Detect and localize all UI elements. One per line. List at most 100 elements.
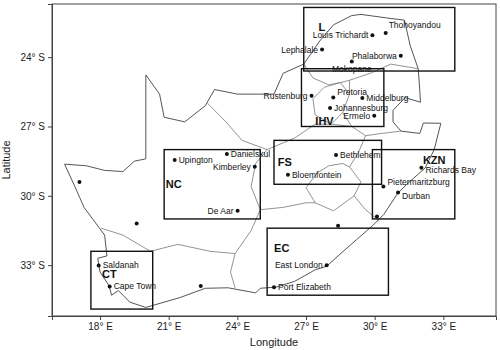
city-label: Cape Town	[114, 281, 157, 291]
tick-mark	[48, 57, 52, 58]
tick-label: 33° E	[432, 321, 457, 332]
city-point	[399, 54, 403, 58]
city-point	[372, 114, 376, 118]
city-point	[320, 48, 324, 52]
city-point	[108, 284, 112, 288]
tick-label: 33° S	[20, 260, 45, 271]
city-label: Danielskul	[231, 149, 270, 159]
city-label: Richards Bay	[425, 165, 476, 175]
city-label: Port Elizabeth	[278, 282, 331, 292]
tick-mark	[237, 316, 238, 320]
city-point	[381, 185, 385, 189]
tick-label: 18° E	[88, 321, 113, 332]
city-label: East London	[275, 260, 323, 270]
region-label: KZN	[423, 154, 446, 166]
axis-line	[53, 317, 497, 321]
axis-tick: 33° S	[20, 260, 52, 271]
tick-mark	[100, 316, 101, 320]
station-point	[375, 215, 379, 219]
city-label: Phalaborwa	[352, 51, 397, 61]
tick-mark	[169, 316, 170, 320]
city-point	[360, 96, 364, 100]
tick-mark	[48, 126, 52, 127]
tick-label: 24° E	[226, 321, 251, 332]
city-label: Upington	[179, 155, 213, 165]
region-label: IHV	[315, 115, 334, 127]
region-label: EC	[274, 242, 289, 254]
axis-tick: 33° E	[432, 316, 457, 332]
axis-tick: 21° E	[157, 316, 182, 332]
axis-tick: 24° S	[20, 52, 52, 63]
region-label: FS	[278, 156, 292, 168]
region-box	[267, 228, 388, 295]
city-label: Mokopane	[332, 64, 372, 74]
city-label: Middelburg	[366, 93, 408, 103]
city-point	[236, 209, 240, 213]
tick-mark	[48, 265, 52, 266]
axis-tick: 18° E	[88, 316, 113, 332]
axis-tick: 27° S	[20, 121, 52, 132]
city-point	[384, 31, 388, 35]
city-point	[310, 94, 314, 98]
tick-mark	[48, 196, 52, 197]
tick-mark	[375, 316, 376, 320]
city-point	[334, 153, 338, 157]
country-outline	[65, 14, 441, 307]
plot-frame	[52, 4, 496, 316]
boundary-line	[231, 254, 236, 288]
tick-label: 27° E	[294, 321, 319, 332]
plot-area	[65, 7, 455, 309]
region-box	[304, 7, 455, 71]
station-point	[199, 284, 203, 288]
city-point	[419, 166, 423, 170]
city-label: Pietermaritzburg	[387, 177, 450, 187]
axis-tick: 30° S	[20, 191, 52, 202]
tick-mark	[306, 316, 307, 320]
city-label: Rustenburg	[264, 91, 308, 101]
region-box	[164, 150, 260, 219]
tick-label: 27° S	[20, 121, 45, 132]
tick-label: 30° E	[363, 321, 388, 332]
city-point	[328, 106, 332, 110]
city-label: Bloemfontein	[292, 170, 342, 180]
boundary-line	[366, 131, 401, 136]
city-point	[253, 165, 257, 169]
y-axis-title: Latitude	[0, 140, 12, 179]
city-point	[396, 191, 400, 195]
city-label: Durban	[402, 191, 430, 201]
axis-line	[48, 5, 53, 317]
city-point	[286, 173, 290, 177]
boundary-line	[208, 103, 268, 149]
boundary-line	[354, 196, 379, 221]
axis-tick: 27° E	[294, 316, 319, 332]
city-point	[173, 158, 177, 162]
tick-label: 24° S	[20, 52, 45, 63]
x-axis-title: Longitude	[250, 336, 298, 348]
city-point	[97, 263, 101, 267]
station-point	[77, 180, 81, 184]
labels-layer: Louis TrichardtThohoyandouLephalalePhala…	[102, 20, 477, 292]
boundary-line	[101, 228, 235, 253]
region-box	[91, 251, 153, 309]
city-point	[325, 263, 329, 267]
boundary-line	[304, 64, 418, 85]
city-point	[272, 285, 276, 289]
city-label: Thohoyandou	[389, 20, 441, 30]
map-svg: Louis TrichardtThohoyandouLephalalePhala…	[0, 0, 500, 350]
city-label: Ermelo	[343, 111, 370, 121]
tick-mark	[443, 316, 444, 320]
city-label: De Aar	[208, 206, 234, 216]
tick-label: 21° E	[157, 321, 182, 332]
y-axis: 33° S 30° S 27° S 24° S	[20, 5, 52, 317]
plot-root: Louis TrichardtThohoyandouLephalalePhala…	[20, 4, 496, 332]
region-box	[274, 140, 382, 184]
city-label: Lephalale	[281, 45, 318, 55]
x-axis: 18° E 21° E 24° E 27° E 30° E 33° E	[53, 316, 497, 332]
axis-tick: 30° E	[363, 316, 388, 332]
city-point	[225, 152, 229, 156]
region-label: NC	[166, 178, 182, 190]
city-point	[331, 96, 335, 100]
station-point	[336, 224, 340, 228]
region-label: L	[319, 21, 326, 33]
city-point	[370, 33, 374, 37]
